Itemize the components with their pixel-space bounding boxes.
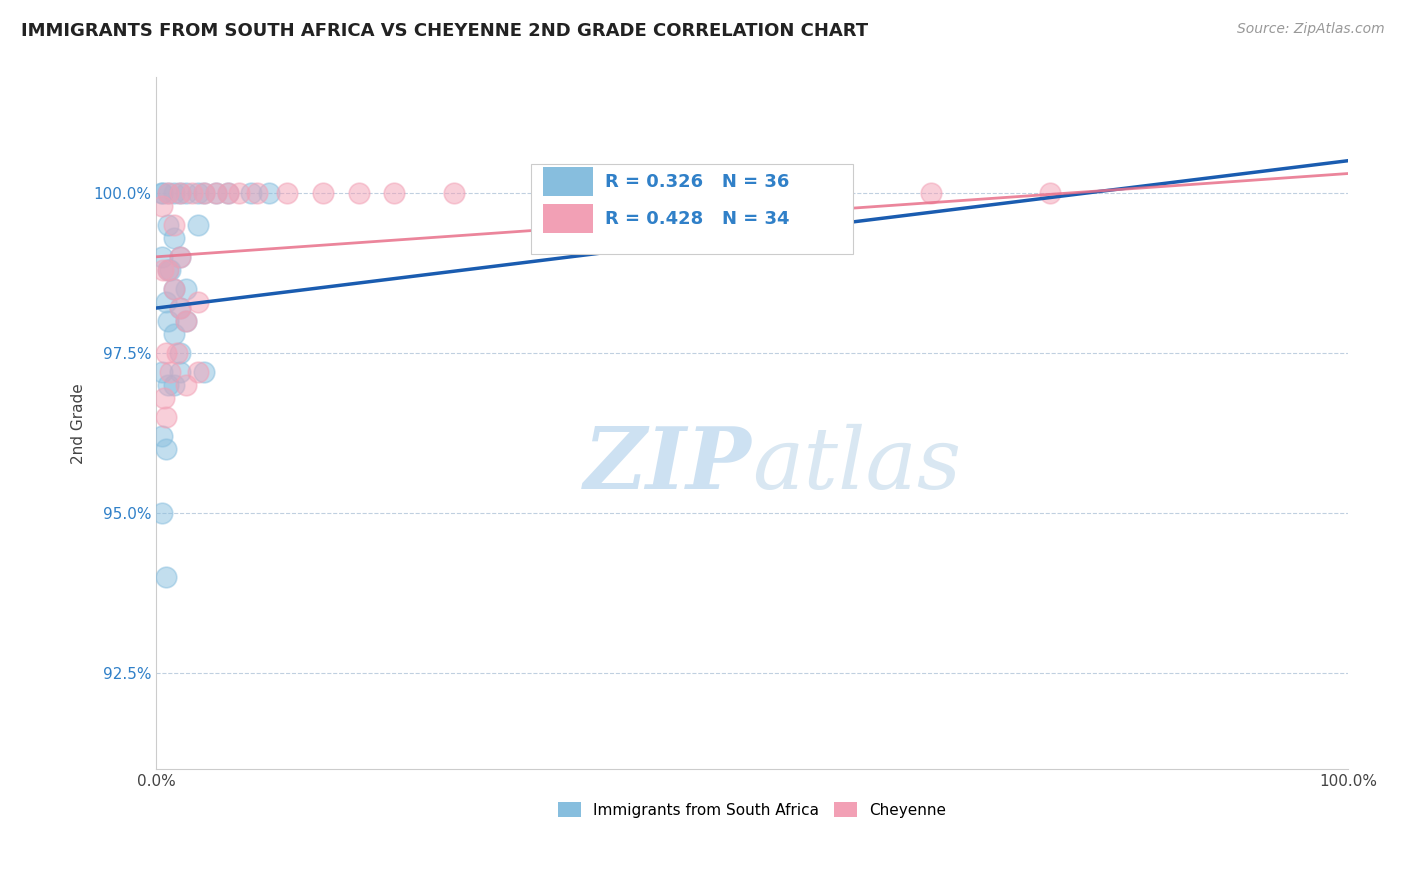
Text: ZIP: ZIP: [583, 423, 752, 507]
Point: [150, 186, 173, 200]
Point: [163, 186, 186, 200]
Point: [163, 282, 186, 296]
Point: [174, 314, 197, 328]
Point: [217, 186, 239, 200]
Point: [169, 186, 191, 200]
Point: [800, 186, 823, 200]
Point: [193, 186, 215, 200]
Point: [150, 186, 173, 200]
Point: [152, 262, 174, 277]
Text: R = 0.326   N = 36: R = 0.326 N = 36: [606, 173, 790, 191]
Point: [163, 218, 186, 232]
Point: [163, 378, 186, 392]
Point: [384, 186, 406, 200]
Point: [187, 218, 209, 232]
Point: [163, 326, 186, 341]
Point: [153, 391, 176, 405]
Point: [169, 250, 191, 264]
Point: [155, 442, 177, 456]
Point: [150, 365, 173, 379]
Point: [150, 198, 173, 212]
Text: R = 0.428   N = 34: R = 0.428 N = 34: [606, 210, 790, 227]
Point: [156, 218, 179, 232]
Point: [150, 506, 173, 520]
Text: atlas: atlas: [752, 424, 962, 507]
FancyBboxPatch shape: [543, 168, 593, 196]
Point: [187, 186, 209, 200]
Point: [312, 186, 335, 200]
Point: [174, 282, 197, 296]
Point: [193, 186, 215, 200]
Text: Source: ZipAtlas.com: Source: ZipAtlas.com: [1237, 22, 1385, 37]
Point: [156, 186, 179, 200]
Point: [443, 186, 465, 200]
Point: [347, 186, 370, 200]
Point: [174, 314, 197, 328]
Point: [150, 250, 173, 264]
Point: [159, 262, 181, 277]
Point: [156, 378, 179, 392]
Point: [155, 409, 177, 424]
Point: [228, 186, 250, 200]
Point: [163, 230, 186, 244]
Point: [240, 186, 263, 200]
Legend: Immigrants from South Africa, Cheyenne: Immigrants from South Africa, Cheyenne: [551, 796, 952, 824]
Point: [204, 186, 226, 200]
Point: [193, 365, 215, 379]
Point: [150, 429, 173, 443]
Point: [276, 186, 298, 200]
FancyBboxPatch shape: [543, 204, 593, 233]
Y-axis label: 2nd Grade: 2nd Grade: [72, 383, 86, 464]
Point: [155, 294, 177, 309]
Point: [155, 346, 177, 360]
Point: [166, 346, 188, 360]
Point: [920, 186, 942, 200]
Point: [169, 301, 191, 315]
Point: [163, 282, 186, 296]
Point: [180, 186, 202, 200]
Point: [174, 378, 197, 392]
Point: [204, 186, 226, 200]
Point: [246, 186, 269, 200]
Point: [155, 570, 177, 584]
Point: [259, 186, 281, 200]
Point: [169, 346, 191, 360]
Point: [217, 186, 239, 200]
Point: [681, 186, 703, 200]
FancyBboxPatch shape: [531, 164, 853, 254]
Point: [169, 186, 191, 200]
Point: [169, 250, 191, 264]
Point: [156, 262, 179, 277]
Point: [156, 314, 179, 328]
Point: [187, 365, 209, 379]
Point: [169, 301, 191, 315]
Point: [562, 186, 585, 200]
Point: [156, 186, 179, 200]
Point: [187, 294, 209, 309]
Point: [169, 365, 191, 379]
Point: [1039, 186, 1062, 200]
Point: [159, 365, 181, 379]
Point: [156, 262, 179, 277]
Point: [174, 186, 197, 200]
Text: IMMIGRANTS FROM SOUTH AFRICA VS CHEYENNE 2ND GRADE CORRELATION CHART: IMMIGRANTS FROM SOUTH AFRICA VS CHEYENNE…: [21, 22, 869, 40]
